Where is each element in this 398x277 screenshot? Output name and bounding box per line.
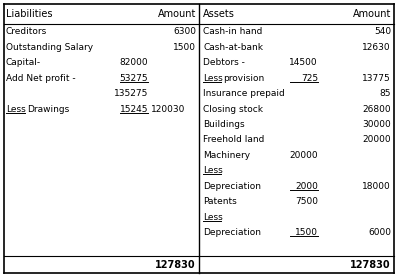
- Text: 53275: 53275: [119, 74, 148, 83]
- Text: Buildings: Buildings: [203, 120, 245, 129]
- Text: 30000: 30000: [362, 120, 391, 129]
- Text: 1500: 1500: [295, 228, 318, 237]
- Text: 725: 725: [301, 74, 318, 83]
- Text: Depreciation: Depreciation: [203, 182, 261, 191]
- Text: Assets: Assets: [203, 9, 235, 19]
- Text: 127830: 127830: [350, 260, 391, 270]
- Text: 7500: 7500: [295, 198, 318, 206]
- Text: Cash-at-bank: Cash-at-bank: [203, 43, 263, 52]
- Text: 2000: 2000: [295, 182, 318, 191]
- Text: 85: 85: [380, 89, 391, 98]
- Text: Patents: Patents: [203, 198, 237, 206]
- Text: Machinery: Machinery: [203, 151, 250, 160]
- Text: 18000: 18000: [362, 182, 391, 191]
- Text: 120030: 120030: [150, 104, 185, 114]
- Text: Drawings: Drawings: [27, 104, 69, 114]
- Text: 82000: 82000: [119, 58, 148, 67]
- Text: 20000: 20000: [289, 151, 318, 160]
- Text: Less: Less: [203, 74, 223, 83]
- Text: Amount: Amount: [353, 9, 391, 19]
- Text: 127830: 127830: [155, 260, 196, 270]
- Text: Creditors: Creditors: [6, 27, 47, 36]
- Text: 540: 540: [374, 27, 391, 36]
- Text: Outstanding Salary: Outstanding Salary: [6, 43, 93, 52]
- Text: Debtors -: Debtors -: [203, 58, 245, 67]
- Text: Closing stock: Closing stock: [203, 104, 263, 114]
- Text: 135275: 135275: [113, 89, 148, 98]
- Text: Add Net profit -: Add Net profit -: [6, 74, 76, 83]
- Text: provision: provision: [223, 74, 264, 83]
- Text: 12630: 12630: [362, 43, 391, 52]
- Text: Insurance prepaid: Insurance prepaid: [203, 89, 285, 98]
- Text: Freehold land: Freehold land: [203, 135, 264, 145]
- Text: 14500: 14500: [289, 58, 318, 67]
- Text: Depreciation: Depreciation: [203, 228, 261, 237]
- Text: Liabilities: Liabilities: [6, 9, 53, 19]
- Text: Less: Less: [203, 213, 223, 222]
- Text: Less: Less: [203, 166, 223, 175]
- Text: Capital-: Capital-: [6, 58, 41, 67]
- Text: 1500: 1500: [173, 43, 196, 52]
- Text: Less: Less: [6, 104, 26, 114]
- Text: Cash-in hand: Cash-in hand: [203, 27, 262, 36]
- Text: 20000: 20000: [362, 135, 391, 145]
- Text: 6000: 6000: [368, 228, 391, 237]
- Text: 6300: 6300: [173, 27, 196, 36]
- Text: 15245: 15245: [119, 104, 148, 114]
- Text: 26800: 26800: [362, 104, 391, 114]
- Text: 13775: 13775: [362, 74, 391, 83]
- Text: Amount: Amount: [158, 9, 196, 19]
